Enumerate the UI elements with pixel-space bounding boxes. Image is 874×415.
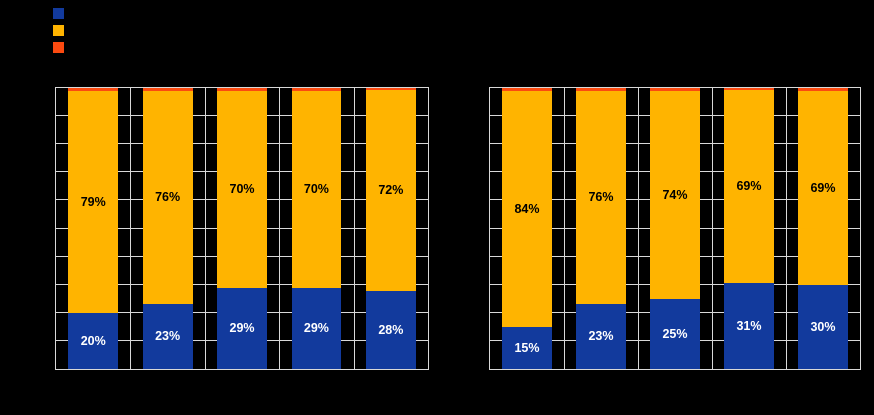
stacked-bar-chart-right: 84% 15% 76% 23% 74% 25% 69% 31% 69% 30% xyxy=(489,87,861,370)
segment-top-orange xyxy=(576,88,626,91)
segment-middle-yellow: 72% xyxy=(365,90,416,291)
bar-label-middle-yellow: 79% xyxy=(80,194,106,209)
segment-bottom-blue: 25% xyxy=(650,298,700,369)
segment-bottom-blue: 20% xyxy=(68,312,119,369)
bar-label-middle-yellow: 76% xyxy=(588,190,614,205)
vertical-gridline xyxy=(353,88,355,369)
segment-top-orange xyxy=(502,88,552,91)
chart-legend xyxy=(53,8,64,53)
bar-label-bottom-blue: 28% xyxy=(378,322,404,337)
bar-label-bottom-blue: 23% xyxy=(588,329,614,344)
bar-label-bottom-blue: 29% xyxy=(303,321,329,335)
bar-label-bottom-blue: 25% xyxy=(662,326,688,341)
category-slot: 76% 23% xyxy=(130,88,204,369)
bar-label-bottom-blue: 23% xyxy=(155,329,181,344)
stacked-bar: 74% 25% xyxy=(650,88,700,369)
category-slot: 70% 29% xyxy=(205,88,279,369)
vertical-gridline xyxy=(638,88,639,369)
vertical-gridline xyxy=(712,88,713,369)
vertical-gridline xyxy=(786,88,787,369)
segment-bottom-blue: 30% xyxy=(798,284,848,369)
bar-label-bottom-blue: 15% xyxy=(514,340,540,355)
segment-middle-yellow: 79% xyxy=(68,90,119,313)
segment-top-orange xyxy=(650,88,700,91)
category-slot: 72% 28% xyxy=(354,88,428,369)
bar-label-bottom-blue: 29% xyxy=(229,321,255,335)
segment-top-orange xyxy=(798,88,848,91)
stacked-bar: 76% 23% xyxy=(142,88,193,369)
vertical-gridline xyxy=(204,88,206,369)
stacked-bar: 79% 20% xyxy=(68,88,119,369)
category-slot: 70% 29% xyxy=(279,88,353,369)
legend-swatch-middle-series xyxy=(53,25,64,36)
bar-label-bottom-blue: 31% xyxy=(736,318,762,333)
category-slot: 84% 15% xyxy=(490,88,564,369)
segment-top-orange xyxy=(365,88,416,90)
segment-bottom-blue: 23% xyxy=(576,304,626,369)
segment-bottom-blue: 31% xyxy=(724,282,774,369)
bar-label-middle-yellow: 74% xyxy=(662,187,688,202)
bar-label-middle-yellow: 69% xyxy=(810,180,836,195)
segment-top-orange xyxy=(724,88,774,90)
bar-label-middle-yellow: 69% xyxy=(736,179,762,193)
bar-slots: 79% 20% 76% 23% 70% 29% 70% 29% 72% 28% xyxy=(56,88,428,369)
category-slot: 76% 23% xyxy=(564,88,638,369)
segment-middle-yellow: 69% xyxy=(724,90,774,283)
segment-bottom-blue: 28% xyxy=(365,290,416,369)
category-slot: 69% 31% xyxy=(712,88,786,369)
segment-bottom-blue: 23% xyxy=(142,304,193,369)
bar-label-middle-yellow: 76% xyxy=(155,190,181,205)
vertical-gridline xyxy=(279,88,281,369)
segment-middle-yellow: 74% xyxy=(650,90,700,299)
stacked-bar: 70% 29% xyxy=(217,88,267,369)
segment-top-orange xyxy=(68,88,119,91)
category-slot: 79% 20% xyxy=(56,88,130,369)
vertical-gridline xyxy=(564,88,565,369)
bar-label-bottom-blue: 20% xyxy=(80,333,106,348)
stacked-bar: 76% 23% xyxy=(576,88,626,369)
stacked-bar: 72% 28% xyxy=(365,88,416,369)
segment-middle-yellow: 84% xyxy=(502,90,552,327)
segment-top-orange xyxy=(217,88,267,91)
segment-middle-yellow: 76% xyxy=(576,90,626,305)
category-slot: 69% 30% xyxy=(786,88,860,369)
bar-label-middle-yellow: 70% xyxy=(303,181,329,196)
segment-middle-yellow: 76% xyxy=(142,90,193,305)
segment-middle-yellow: 70% xyxy=(217,90,267,288)
category-slot: 74% 25% xyxy=(638,88,712,369)
bar-label-middle-yellow: 70% xyxy=(229,181,255,196)
segment-middle-yellow: 69% xyxy=(798,90,848,285)
segment-middle-yellow: 70% xyxy=(291,90,342,288)
bar-slots: 84% 15% 76% 23% 74% 25% 69% 31% 69% 30% xyxy=(490,88,860,369)
legend-swatch-bottom-series xyxy=(53,8,64,19)
stacked-bar: 70% 29% xyxy=(291,88,342,369)
segment-bottom-blue: 15% xyxy=(502,326,552,369)
bar-label-middle-yellow: 84% xyxy=(514,201,540,216)
segment-top-orange xyxy=(142,88,193,91)
bar-label-bottom-blue: 30% xyxy=(810,319,836,334)
stacked-bar: 84% 15% xyxy=(502,88,552,369)
segment-bottom-blue: 29% xyxy=(291,287,342,369)
stacked-bar: 69% 31% xyxy=(724,88,774,369)
segment-top-orange xyxy=(291,88,342,91)
legend-swatch-top-series xyxy=(53,42,64,53)
segment-bottom-blue: 29% xyxy=(217,287,267,369)
bar-label-middle-yellow: 72% xyxy=(378,183,404,198)
vertical-gridline xyxy=(130,88,132,369)
stacked-bar: 69% 30% xyxy=(798,88,848,369)
stacked-bar-chart-left: 79% 20% 76% 23% 70% 29% 70% 29% 72% 28% xyxy=(55,87,429,370)
